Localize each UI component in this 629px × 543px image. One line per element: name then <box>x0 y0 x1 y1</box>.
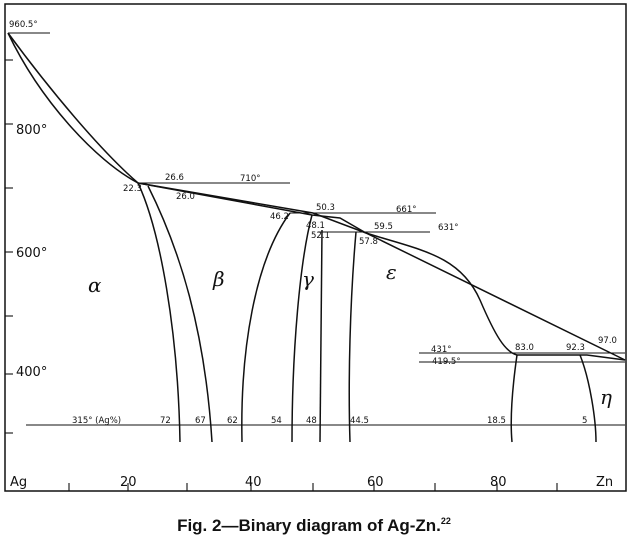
ag-pct-18-5: 18.5 <box>487 416 506 426</box>
caption-text: Fig. 2—Binary diagram of Ag-Zn. <box>177 516 441 535</box>
label-661: 661° <box>396 205 416 215</box>
label-26-6: 26.6 <box>165 173 184 183</box>
y-tick-800: 800° <box>16 123 47 138</box>
label-631: 631° <box>438 223 458 233</box>
phase-beta: β <box>212 267 225 291</box>
figure-caption: Fig. 2—Binary diagram of Ag-Zn.22 <box>177 516 451 535</box>
x-tick-80: 80 <box>490 475 507 490</box>
phase-epsilon: ε <box>386 260 397 284</box>
ag-pct-62: 62 <box>227 416 238 426</box>
plot-frame <box>4 3 627 492</box>
label-431: 431° <box>431 345 451 355</box>
phase-alpha: α <box>88 273 102 297</box>
label-50-3: 50.3 <box>316 203 335 213</box>
ag-pct-72: 72 <box>160 416 171 426</box>
label-960-5: 960.5° <box>9 20 38 30</box>
y-tick-400: 400° <box>16 365 47 380</box>
label-48-1: 48.1 <box>306 221 325 231</box>
x-tick-60: 60 <box>367 475 384 490</box>
label-26-0: 26.0 <box>176 192 195 202</box>
label-92-3: 92.3 <box>566 343 585 353</box>
y-tick-600: 600° <box>16 246 47 261</box>
label-83-0: 83.0 <box>515 343 534 353</box>
caption-ref: 22 <box>441 516 451 526</box>
label-46-2: 46.2 <box>270 212 289 222</box>
x-axis-ticks <box>68 483 558 491</box>
invariant-lines <box>8 32 625 426</box>
label-315: 315° (Ag%) <box>72 416 121 426</box>
ag-pct-67: 67 <box>195 416 206 426</box>
phase-gamma: γ <box>302 267 314 291</box>
label-59-5: 59.5 <box>374 222 393 232</box>
label-710: 710° <box>240 174 260 184</box>
x-end-zn: Zn <box>596 475 613 490</box>
label-22-3: 22.3 <box>123 184 142 194</box>
label-419-5: 419.5° <box>432 357 461 367</box>
solidus-curve <box>7 32 626 361</box>
x-end-ag: Ag <box>10 475 27 490</box>
label-97-0: 97.0 <box>598 336 617 346</box>
phase-boundaries <box>137 182 597 443</box>
ag-pct-54: 54 <box>271 416 282 426</box>
phase-eta: η <box>600 385 612 409</box>
label-52-1: 52.1 <box>311 231 330 241</box>
ag-pct-48: 48 <box>306 416 317 426</box>
x-tick-20: 20 <box>120 475 137 490</box>
liquidus-curve <box>7 32 626 361</box>
ag-pct-5: 5 <box>582 416 587 426</box>
x-tick-40: 40 <box>245 475 262 490</box>
label-57-8: 57.8 <box>359 237 378 247</box>
y-axis-ticks <box>5 59 13 434</box>
ag-pct-44-5: 44.5 <box>350 416 369 426</box>
